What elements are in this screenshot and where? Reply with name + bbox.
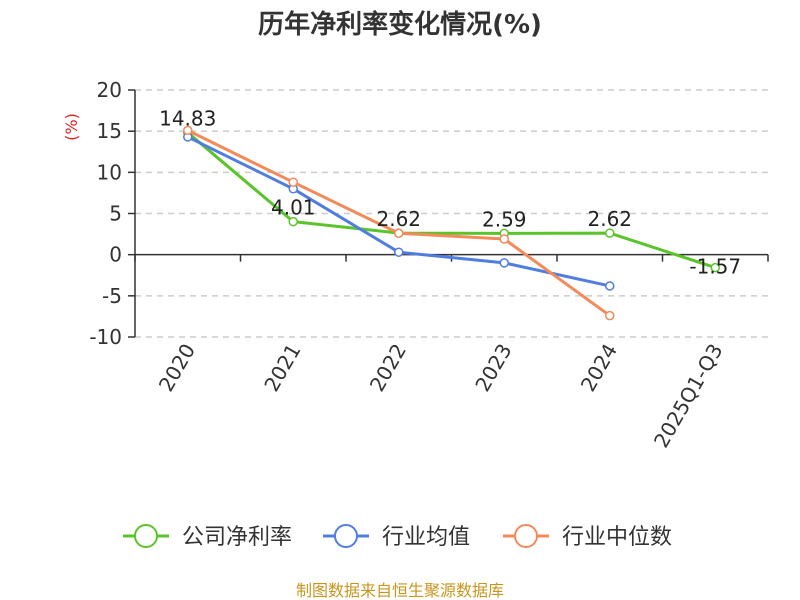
y-tick-label: -10 [89,325,122,349]
series-point-2 [394,228,404,239]
series-point-2 [288,177,298,187]
series-point-1 [605,281,615,291]
legend-swatch-marker [334,524,358,548]
data-label: -1.57 [689,255,741,279]
series-point-1 [499,258,509,268]
data-label: 4.01 [271,196,316,220]
x-tick-label: 2025Q1-Q3 [649,340,728,452]
chart-title: 历年净利率变化情况(%) [258,9,542,40]
series-point-2 [183,125,193,136]
y-tick-label: 20 [97,78,122,102]
data-labels: 14.83 4.01 2.62 2.59 2.62 -1.57 [159,107,741,279]
series-point-0 [605,228,615,238]
y-tick-label: -5 [102,284,122,308]
legend-item-2[interactable]: 行业中位数 [503,524,672,550]
legend-label: 行业中位数 [562,525,672,550]
series-point-2 [499,234,509,244]
series-point-0 [710,262,720,273]
x-tick-label: 2023 [470,340,516,396]
y-tick-label: 15 [97,119,122,143]
series-point-0 [288,216,298,227]
y-tick-label: 5 [109,202,122,226]
y-axis-label: (%) [62,113,81,141]
legend[interactable]: 公司净利率 行业均值 行业中位数 [123,524,672,550]
source-note: 制图数据来自恒生聚源数据库 [296,581,504,600]
legend-label: 行业均值 [382,525,470,550]
data-label: 2.59 [482,207,527,231]
data-label: 2.62 [587,207,632,231]
legend-swatch-marker [514,524,538,548]
legend-label: 公司净利率 [182,525,292,550]
x-tick-label: 2024 [576,340,622,396]
y-tick-label: 0 [109,243,122,267]
data-label: 2.62 [376,207,421,231]
series-point-1 [394,247,404,257]
data-label: 14.83 [159,107,216,131]
grid-lines [135,89,768,338]
x-tick-label: 2022 [365,340,411,396]
x-tick-label: 2021 [259,340,305,396]
series-point-2 [605,310,615,321]
legend-item-1[interactable]: 行业均值 [323,524,470,550]
legend-swatch-marker [134,524,158,548]
series-line-0 [186,131,716,270]
legend-item-0[interactable]: 公司净利率 [123,524,292,550]
series-group [183,125,720,321]
x-tick-label: 2020 [154,340,200,396]
y-tick-label: 10 [97,160,122,184]
